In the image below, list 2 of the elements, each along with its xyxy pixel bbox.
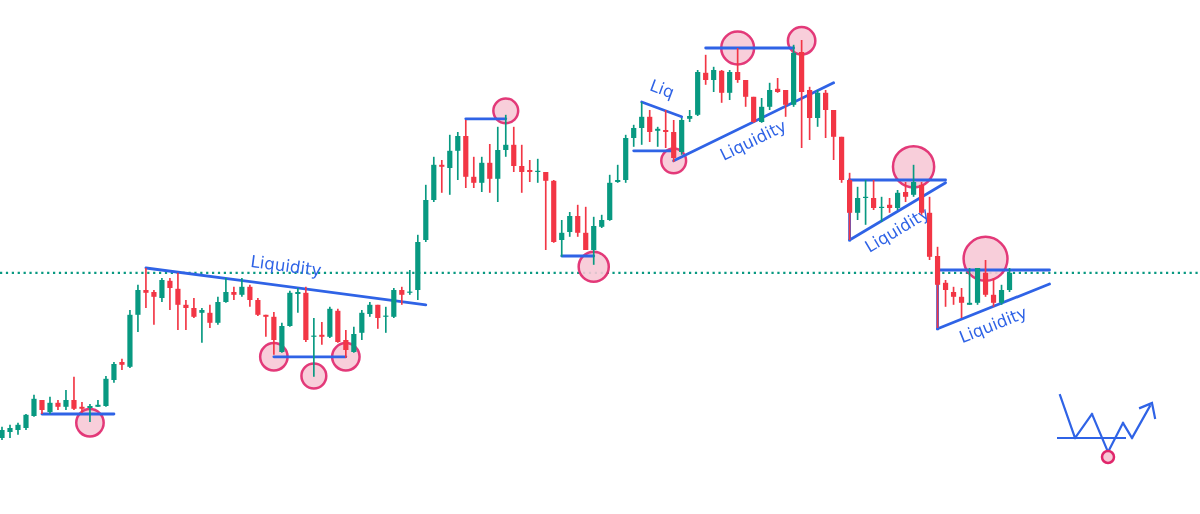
text: Liq	[648, 78, 675, 102]
text: Liquidity	[251, 254, 322, 280]
